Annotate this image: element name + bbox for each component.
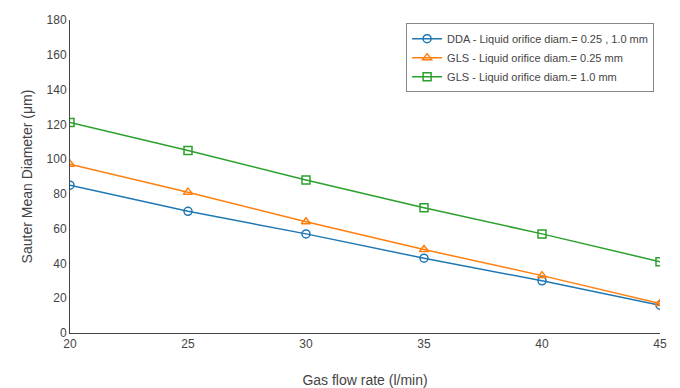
svg-text:100: 100 [47, 152, 67, 166]
svg-text:180: 180 [47, 13, 67, 27]
svg-text:35: 35 [417, 337, 431, 351]
svg-text:DDA - Liquid orifice diam.= 0.: DDA - Liquid orifice diam.= 0.25 , 1.0 m… [447, 33, 648, 45]
svg-text:20: 20 [53, 291, 67, 305]
svg-text:45: 45 [653, 337, 667, 351]
svg-text:0: 0 [60, 326, 67, 340]
svg-text:GLS - Liquid orifice diam.= 1.: GLS - Liquid orifice diam.= 1.0 mm [447, 71, 617, 83]
svg-text:40: 40 [535, 337, 549, 351]
svg-text:25: 25 [181, 337, 195, 351]
svg-text:20: 20 [63, 337, 77, 351]
svg-text:GLS - Liquid orifice diam.= 0.: GLS - Liquid orifice diam.= 0.25 mm [447, 52, 623, 64]
svg-text:40: 40 [53, 257, 67, 271]
svg-text:140: 140 [47, 83, 67, 97]
svg-text:120: 120 [47, 118, 67, 132]
svg-text:30: 30 [299, 337, 313, 351]
svg-text:Gas flow rate (l/min): Gas flow rate (l/min) [302, 372, 427, 388]
svg-text:Sauter Mean Diameter (μm): Sauter Mean Diameter (μm) [19, 90, 35, 264]
svg-text:160: 160 [47, 48, 67, 62]
svg-text:80: 80 [53, 187, 67, 201]
svg-text:60: 60 [53, 222, 67, 236]
